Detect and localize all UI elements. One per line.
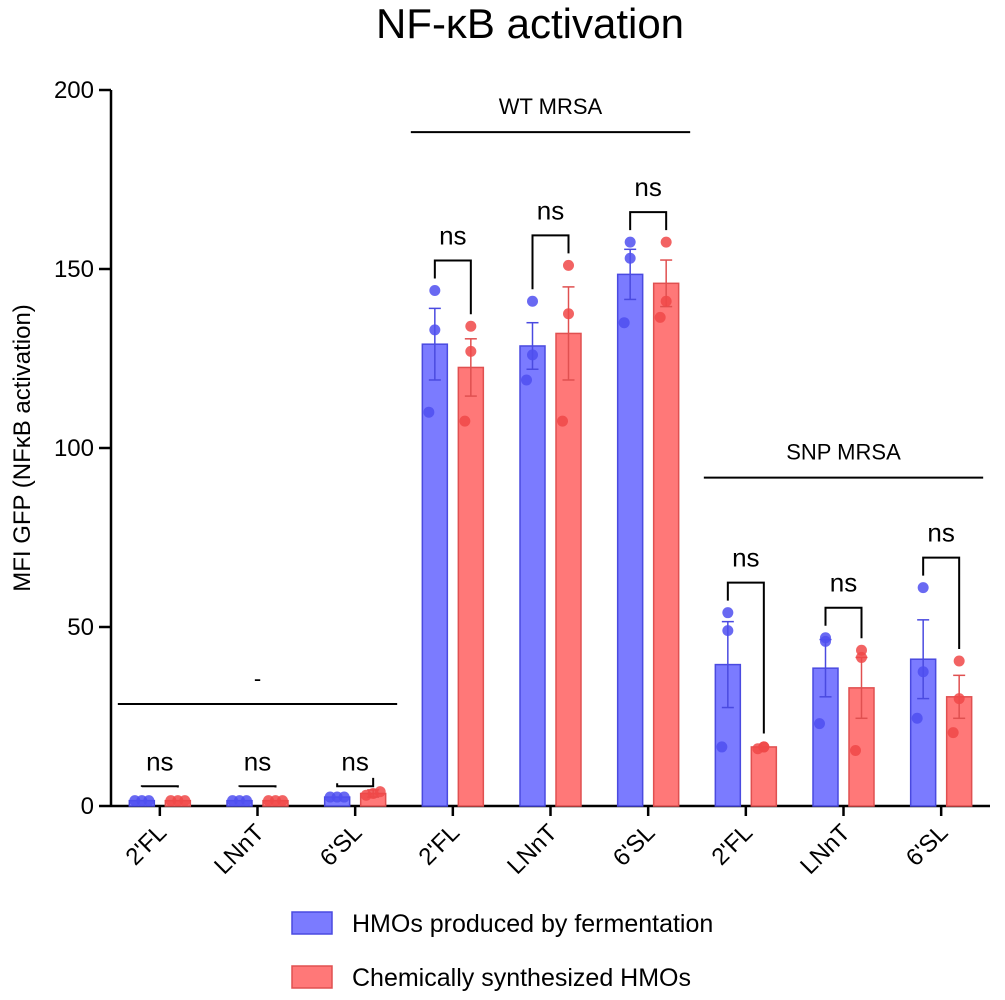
data-point <box>814 718 825 730</box>
data-point <box>179 795 191 807</box>
significance-label: ns <box>439 220 466 250</box>
legend-swatch-fermentation <box>291 911 333 935</box>
y-tick-label: 200 <box>54 77 94 104</box>
data-point <box>527 349 538 361</box>
data-point <box>338 791 350 803</box>
y-tick-label: 150 <box>54 256 94 283</box>
y-tick-label: 100 <box>54 435 94 462</box>
bar <box>750 746 778 807</box>
y-axis-label: MFI GFP (NFκB activation) <box>9 304 36 592</box>
data-point <box>758 741 770 753</box>
data-point <box>374 786 386 798</box>
group-label: WT MRSA <box>499 94 603 119</box>
x-tick-label: 6'SL <box>315 819 368 872</box>
data-point <box>563 259 574 271</box>
x-tick-label: 6'SL <box>901 819 954 872</box>
x-tick-label: 2'FL <box>414 819 466 871</box>
x-tick-label: LNnT <box>502 819 563 880</box>
data-point <box>722 607 734 619</box>
significance-label: ns <box>341 746 368 776</box>
bar <box>555 332 582 807</box>
significance-bracket <box>140 785 179 788</box>
data-point <box>856 644 867 656</box>
data-point <box>624 236 636 248</box>
x-tick-label: 2'FL <box>707 819 759 871</box>
data-point <box>423 406 435 418</box>
chart-title: NF-κB activation <box>376 0 684 47</box>
significance-bracket <box>531 234 570 290</box>
data-point <box>660 295 672 307</box>
data-point <box>722 625 734 637</box>
bar <box>616 273 644 807</box>
legend-label-fermentation: HMOs produced by fermentation <box>352 910 713 938</box>
data-point <box>716 741 728 753</box>
data-point <box>241 795 252 807</box>
significance-bracket <box>922 556 961 650</box>
data-point <box>850 745 861 757</box>
significance-bracket <box>336 777 375 788</box>
data-point <box>459 415 471 427</box>
significance-bracket <box>726 581 765 734</box>
data-point <box>465 345 477 357</box>
data-point <box>143 795 155 807</box>
data-point <box>654 311 666 323</box>
data-point <box>429 284 441 296</box>
data-point <box>953 693 965 705</box>
data-point <box>465 320 477 332</box>
bar <box>519 345 546 807</box>
significance-bracket <box>824 606 863 639</box>
significance-label: ns <box>146 746 173 776</box>
plot-area: 0 50 100 150 200 2'FL LNnT 6'SL 2'FL LNnT 6'SL 2'FL… <box>54 77 990 880</box>
bar <box>457 366 485 807</box>
legend: HMOs produced by fermentation Chemically… <box>291 910 713 992</box>
significance-label: ns <box>830 568 857 598</box>
data-point <box>624 252 636 264</box>
data-point <box>947 727 959 739</box>
significance-label: ns <box>732 543 759 573</box>
data-point <box>953 655 965 667</box>
data-point <box>917 666 929 678</box>
data-point <box>820 632 831 644</box>
group-label: - <box>254 666 261 691</box>
x-tick-label: LNnT <box>209 819 270 880</box>
data-point <box>557 415 568 427</box>
y-tick-label: 50 <box>67 614 94 641</box>
x-tick-label: 2'FL <box>121 819 173 871</box>
data-point <box>563 308 574 320</box>
significance-label: ns <box>244 746 271 776</box>
significance-label: ns <box>927 518 954 548</box>
significance-bracket <box>629 211 668 231</box>
y-tick-label: 0 <box>81 793 94 820</box>
group-label: SNP MRSA <box>786 440 901 465</box>
bar <box>421 343 449 807</box>
bar <box>652 282 680 807</box>
data-point <box>911 712 923 724</box>
significance-bracket <box>433 259 472 315</box>
data-point <box>429 324 441 336</box>
x-tick-label: LNnT <box>795 819 856 880</box>
legend-label-chemical: Chemically synthesized HMOs <box>352 964 691 992</box>
data-point <box>917 582 929 594</box>
significance-label: ns <box>634 172 661 202</box>
significance-label: ns <box>537 195 564 225</box>
data-point <box>527 295 538 307</box>
legend-swatch-chemical <box>291 965 333 989</box>
data-point <box>521 374 532 386</box>
significance-bracket <box>238 785 277 788</box>
data-point <box>618 317 630 329</box>
x-tick-label: 6'SL <box>608 819 661 872</box>
data-point <box>277 795 288 807</box>
data-point <box>660 236 672 248</box>
